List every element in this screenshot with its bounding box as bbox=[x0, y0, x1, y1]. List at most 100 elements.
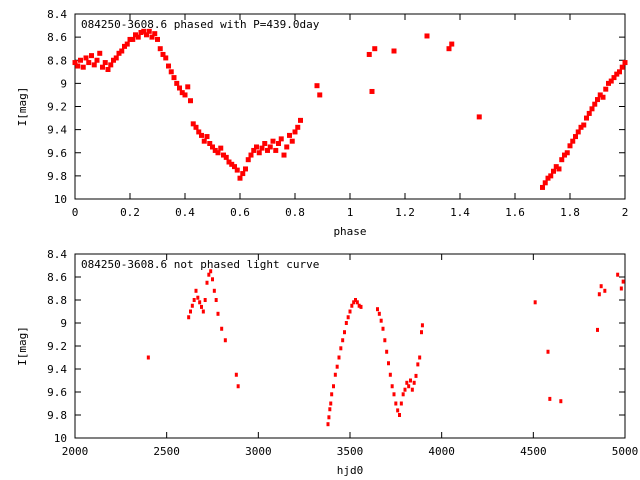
data-point bbox=[221, 152, 226, 158]
y-tick-label: 9 bbox=[60, 317, 67, 330]
x-tick-label: 4000 bbox=[428, 445, 455, 458]
data-point bbox=[328, 407, 332, 412]
data-point bbox=[196, 129, 202, 135]
data-point bbox=[146, 28, 152, 34]
x-tick-label: 5000 bbox=[612, 445, 639, 458]
data-point bbox=[155, 36, 160, 42]
data-point bbox=[75, 63, 81, 69]
data-point bbox=[327, 415, 331, 420]
data-point bbox=[243, 166, 248, 172]
data-point bbox=[203, 298, 207, 302]
data-point bbox=[354, 298, 357, 302]
data-point bbox=[476, 114, 482, 120]
data-point bbox=[357, 303, 361, 308]
data-point bbox=[416, 362, 420, 367]
data-point bbox=[420, 330, 423, 335]
data-point bbox=[553, 164, 559, 170]
data-point bbox=[592, 101, 598, 107]
data-point bbox=[91, 62, 97, 68]
data-point bbox=[229, 161, 235, 167]
data-point bbox=[329, 401, 333, 406]
y-tick-label: 9.2 bbox=[47, 340, 67, 353]
data-point bbox=[562, 152, 567, 158]
data-point bbox=[567, 143, 573, 149]
data-point bbox=[376, 307, 379, 312]
y-tick-label: 8.6 bbox=[47, 271, 67, 284]
data-point bbox=[414, 373, 418, 378]
data-point bbox=[212, 288, 216, 293]
data-point bbox=[116, 50, 122, 56]
data-point bbox=[399, 401, 403, 406]
data-point bbox=[317, 92, 323, 98]
data-point bbox=[113, 55, 119, 61]
data-point bbox=[273, 147, 279, 153]
data-point bbox=[586, 110, 592, 116]
y-tick-label: 8.4 bbox=[47, 248, 67, 261]
data-point bbox=[616, 272, 620, 277]
data-point bbox=[603, 86, 609, 92]
data-point bbox=[105, 67, 111, 72]
x-tick-label: 1.6 bbox=[505, 206, 525, 219]
data-point bbox=[603, 288, 607, 293]
data-point bbox=[611, 75, 617, 81]
data-point bbox=[133, 32, 138, 38]
x-tick-label: 1.2 bbox=[395, 206, 415, 219]
data-point bbox=[344, 321, 348, 325]
data-point bbox=[267, 144, 273, 150]
data-point bbox=[409, 378, 412, 383]
data-point bbox=[236, 384, 240, 389]
data-point bbox=[533, 300, 537, 305]
data-point bbox=[333, 372, 337, 377]
x-tick-label: 3500 bbox=[337, 445, 364, 458]
data-point bbox=[394, 401, 398, 406]
data-point bbox=[614, 71, 620, 77]
data-point bbox=[546, 349, 550, 354]
data-point bbox=[559, 157, 565, 163]
data-point bbox=[589, 106, 595, 112]
data-point bbox=[135, 34, 141, 40]
data-point bbox=[396, 408, 400, 413]
x-tick-label: 4500 bbox=[520, 445, 547, 458]
y-axis-title: I[mag] bbox=[16, 326, 29, 366]
data-point bbox=[190, 303, 194, 308]
data-point bbox=[138, 30, 144, 35]
data-point bbox=[383, 338, 387, 343]
data-point bbox=[256, 150, 262, 156]
data-point bbox=[179, 90, 185, 96]
data-point bbox=[292, 129, 298, 135]
y-tick-label: 8.6 bbox=[47, 31, 67, 44]
data-point bbox=[372, 46, 378, 52]
data-point bbox=[157, 46, 163, 52]
x-tick-label: 0.6 bbox=[230, 206, 250, 219]
data-point bbox=[369, 88, 375, 94]
data-point bbox=[216, 311, 220, 316]
data-point bbox=[192, 298, 196, 302]
data-point bbox=[163, 55, 169, 61]
data-point bbox=[420, 323, 424, 328]
data-point bbox=[330, 392, 334, 397]
y-tick-label: 9.6 bbox=[47, 147, 67, 160]
data-point bbox=[599, 284, 603, 289]
data-point bbox=[130, 36, 136, 42]
data-point bbox=[295, 124, 301, 130]
y-tick-label: 8.4 bbox=[47, 8, 67, 21]
data-point bbox=[240, 171, 246, 177]
data-point bbox=[182, 92, 188, 98]
data-point bbox=[597, 292, 601, 297]
data-point bbox=[211, 277, 214, 282]
data-point bbox=[341, 338, 345, 343]
data-point bbox=[83, 55, 89, 61]
data-point bbox=[226, 159, 232, 165]
x-tick-label: 2000 bbox=[62, 445, 89, 458]
data-point bbox=[619, 64, 625, 70]
data-point bbox=[298, 117, 303, 123]
x-tick-label: 3000 bbox=[245, 445, 272, 458]
data-point bbox=[276, 141, 281, 146]
data-point bbox=[220, 326, 224, 331]
data-point bbox=[573, 134, 578, 140]
x-tick-label: 0 bbox=[72, 206, 79, 219]
data-point bbox=[80, 64, 86, 70]
data-point bbox=[210, 144, 215, 150]
data-point bbox=[215, 150, 221, 156]
